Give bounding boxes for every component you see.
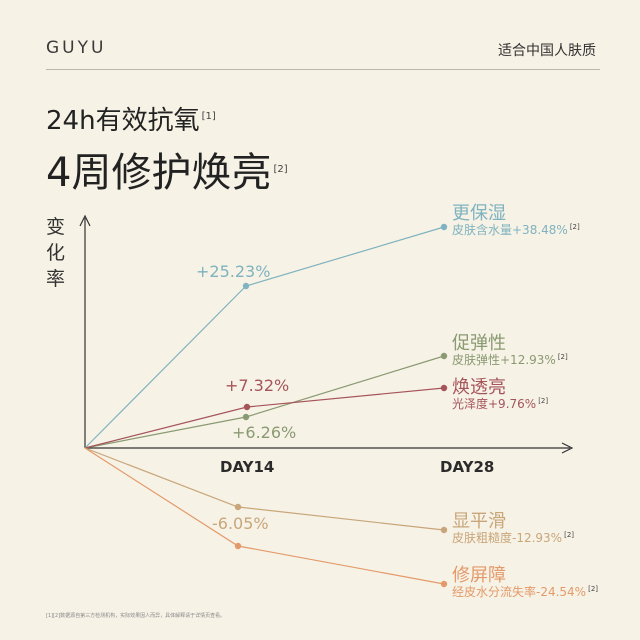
header-divider <box>46 69 600 70</box>
series-desc-barrier: 经皮水分流失率-24.54% [2] <box>452 585 599 599</box>
value-label-elasticity-day14: +6.26% <box>232 423 297 442</box>
data-point-radiance-day28 <box>440 384 448 392</box>
y-axis-arrow <box>79 214 91 227</box>
tagline: 适合中国人肤质 <box>498 43 596 59</box>
data-point-elasticity-day28 <box>440 352 448 360</box>
x-tick-day28: DAY28 <box>440 458 495 476</box>
footnote: [1][2]数据源自第三方检测机构，实际效果因人而异，具体解释请于详情页查看。 <box>46 613 226 619</box>
data-point-hydration-day14 <box>242 282 250 290</box>
headline-line1: 24h有效抗氧 [1] <box>46 106 216 136</box>
data-point-smooth-day28 <box>440 526 448 534</box>
y-axis-label: 变化率 <box>46 216 66 290</box>
data-point-barrier-day14 <box>234 542 242 550</box>
data-point-radiance-day14 <box>243 403 251 411</box>
series-desc-elasticity: 皮肤弹性+12.93% [2] <box>452 353 568 367</box>
x-tick-day14: DAY14 <box>220 458 275 476</box>
data-point-smooth-day14 <box>234 503 242 511</box>
data-point-elasticity-day14 <box>242 413 250 421</box>
brand-logo: GUYU <box>46 38 107 58</box>
series-title-hydration: 更保湿 <box>452 203 506 224</box>
series-desc-hydration: 皮肤含水量+38.48% [2] <box>452 223 580 237</box>
value-label-hydration-day14: +25.23% <box>196 262 271 281</box>
data-point-hydration-day28 <box>440 223 448 231</box>
value-label-radiance-day14: +7.32% <box>225 376 290 395</box>
series-title-radiance: 焕透亮 <box>452 377 506 398</box>
value-label-smooth-day14: -6.05% <box>212 514 269 533</box>
data-point-barrier-day28 <box>440 580 448 588</box>
headline-line2: 4周修护焕亮 [2] <box>46 150 288 196</box>
series-title-smooth: 显平滑 <box>452 511 506 532</box>
series-title-barrier: 修屏障 <box>452 565 506 586</box>
series-desc-smooth: 皮肤粗糙度-12.93% [2] <box>452 531 575 545</box>
series-desc-radiance: 光泽度+9.76% [2] <box>452 397 549 411</box>
series-line-hydration <box>84 226 445 449</box>
x-axis-arrow <box>561 442 574 454</box>
series-title-elasticity: 促弹性 <box>452 333 506 354</box>
